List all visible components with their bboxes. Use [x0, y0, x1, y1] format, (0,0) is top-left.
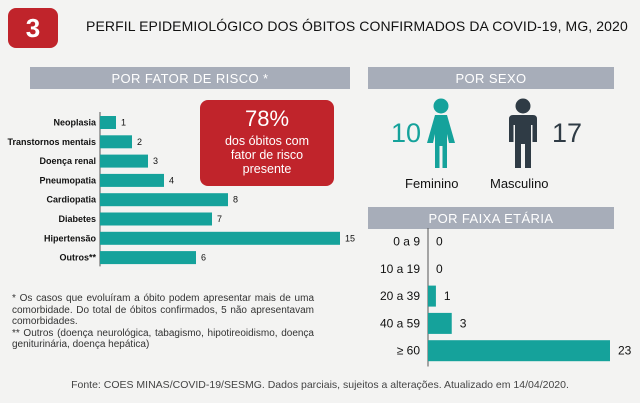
age-category-label: 40 a 59 [380, 316, 420, 330]
risk-factor-header: POR FATOR DE RISCO * [30, 67, 350, 89]
age-value-label: 23 [618, 344, 632, 358]
age-group-header: POR FAIXA ETÁRIA [368, 207, 614, 229]
page-title: PERFIL EPIDEMIOLÓGICO DOS ÓBITOS CONFIRM… [86, 18, 628, 34]
age-value-label: 1 [444, 289, 451, 303]
female-death-count: 10 [391, 118, 422, 148]
risk-bar [100, 154, 148, 168]
risk-value-label: 3 [153, 156, 158, 166]
risk-bar [100, 193, 228, 207]
risk-category-label: Diabetes [58, 214, 96, 224]
risk-bar [100, 231, 340, 245]
callout-text: dos óbitos com fator de risco presente [224, 134, 310, 176]
age-value-label: 0 [436, 262, 443, 276]
risk-category-label: Hipertensão [44, 233, 97, 243]
risk-bar [100, 251, 196, 265]
female-label: Feminino [405, 176, 459, 191]
risk-factor-bar-chart: Neoplasia 1 Transtornos mentais 2 Doença ren… [7, 112, 355, 267]
risk-category-label: Neoplasia [53, 118, 97, 128]
age-category-label: 20 a 39 [380, 289, 420, 303]
age-value-label: 3 [460, 316, 467, 330]
risk-bar [100, 173, 164, 187]
risk-category-label: Doença renal [39, 156, 96, 166]
risk-category-label: Cardiopatia [46, 195, 97, 205]
risk-value-label: 4 [169, 175, 174, 185]
age-bar [428, 312, 452, 334]
risk-value-label: 8 [233, 195, 238, 205]
age-category-label: 0 a 9 [393, 235, 420, 249]
female-person-icon [427, 98, 455, 168]
risk-category-label: Transtornos mentais [7, 137, 96, 147]
risk-value-label: 1 [121, 118, 126, 128]
risk-value-label: 15 [345, 233, 355, 243]
section-number-badge: 3 [8, 8, 58, 48]
sex-header-label: POR SEXO [455, 70, 527, 86]
male-person-icon [509, 98, 537, 168]
footnotes: * Os casos que evoluíram a óbito podem a… [12, 293, 314, 351]
risk-value-label: 7 [217, 214, 222, 224]
risk-factor-header-label: POR FATOR DE RISCO * [111, 70, 269, 86]
male-death-count: 17 [552, 118, 583, 148]
male-label: Masculino [490, 176, 549, 191]
age-bar [428, 285, 436, 307]
sex-header: POR SEXO [368, 67, 614, 89]
risk-value-label: 2 [137, 137, 142, 147]
risk-bar [100, 135, 132, 149]
age-bar [428, 340, 610, 362]
age-category-label: ≥ 60 [397, 344, 421, 358]
footnote-others: ** Outros (doença neurológica, tabagismo… [12, 327, 314, 351]
risk-value-label: 6 [201, 253, 206, 263]
source-note: Fonte: COES MINAS/COVID-19/SESMG. Dados … [71, 379, 569, 391]
age-group-header-label: POR FAIXA ETÁRIA [428, 210, 554, 226]
badge-number: 3 [25, 12, 41, 43]
footnote-comorbidity: * Os casos que evoluíram a óbito podem a… [12, 293, 314, 327]
callout-percentage: 78% [244, 106, 290, 131]
risk-bar [100, 212, 212, 226]
age-category-label: 10 a 19 [380, 262, 420, 276]
risk-bar [100, 116, 116, 129]
risk-callout-box: 78% dos óbitos com fator de risco presen… [200, 100, 334, 186]
risk-category-label: Pneumopatia [39, 175, 97, 185]
age-value-label: 0 [436, 235, 443, 249]
risk-category-label: Outros** [59, 253, 96, 263]
age-group-bar-chart: 0 a 9 0 10 a 19 0 20 a 39 1 40 a 59 3 ≥ 60 23 [380, 228, 632, 367]
